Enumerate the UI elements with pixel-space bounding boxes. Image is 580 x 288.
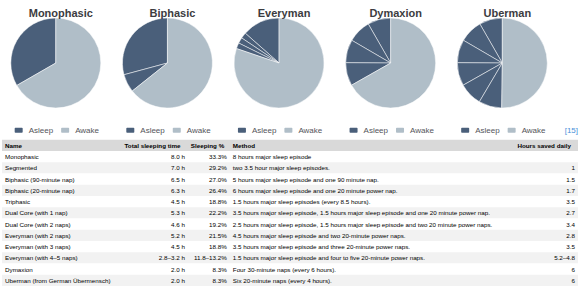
svg-text:Biphasic (20-minute nap): Biphasic (20-minute nap)	[5, 187, 74, 194]
svg-text:Awake: Awake	[298, 126, 322, 135]
svg-text:6.3 h: 6.3 h	[171, 187, 185, 194]
svg-text:Method: Method	[233, 142, 255, 149]
svg-text:Dymaxion: Dymaxion	[5, 266, 33, 273]
svg-text:7.0 h: 7.0 h	[171, 164, 185, 171]
svg-text:4.5 h: 4.5 h	[171, 198, 185, 205]
svg-text:Everyman: Everyman	[258, 7, 311, 19]
svg-text:1.5 hours major sleep episodes: 1.5 hours major sleep episodes (every 8.…	[233, 198, 371, 205]
svg-text:8.3%: 8.3%	[213, 277, 228, 284]
svg-text:Uberman (from German Übermensc: Uberman (from German Übermensch)	[5, 277, 111, 284]
svg-text:Hours saved daily: Hours saved daily	[517, 142, 571, 149]
svg-text:1.5 hours major sleep episode: 1.5 hours major sleep episode and four t…	[233, 254, 425, 261]
svg-text:2.7: 2.7	[566, 209, 575, 216]
svg-text:2.5 hours major sleep episode,: 2.5 hours major sleep episode, 1.5 hours…	[233, 221, 493, 228]
svg-text:22.2%: 22.2%	[209, 209, 227, 216]
svg-text:Asleep: Asleep	[29, 126, 54, 135]
svg-text:6: 6	[572, 277, 576, 284]
svg-text:Asleep: Asleep	[140, 126, 165, 135]
svg-text:19.2%: 19.2%	[209, 221, 227, 228]
svg-text:Dual Core (with 2 naps): Dual Core (with 2 naps)	[5, 221, 71, 228]
svg-text:3.5 hours major sleep episode: 3.5 hours major sleep episode and three …	[233, 243, 410, 250]
svg-text:3.5: 3.5	[566, 243, 575, 250]
svg-text:8.0 h: 8.0 h	[171, 153, 185, 160]
svg-text:1.5: 1.5	[566, 176, 575, 183]
svg-text:Biphasic: Biphasic	[150, 7, 196, 19]
svg-text:2.0 h: 2.0 h	[171, 266, 185, 273]
svg-text:Monophasic: Monophasic	[29, 7, 93, 19]
svg-text:3.5 hours major sleep episode,: 3.5 hours major sleep episode, 1.5 hours…	[233, 209, 490, 216]
svg-text:29.2%: 29.2%	[209, 164, 227, 171]
svg-text:Asleep: Asleep	[364, 126, 389, 135]
svg-text:Name: Name	[5, 142, 23, 149]
svg-text:Total sleeping time: Total sleeping time	[124, 142, 181, 149]
svg-text:33.3%: 33.3%	[209, 153, 227, 160]
svg-text:8 hours major sleep episode: 8 hours major sleep episode	[233, 153, 312, 160]
svg-text:21.5%: 21.5%	[209, 232, 227, 239]
svg-text:4.5 h: 4.5 h	[171, 243, 185, 250]
svg-text:1: 1	[572, 164, 576, 171]
svg-text:Monophasic: Monophasic	[5, 153, 39, 160]
svg-text:11.8–13.2%: 11.8–13.2%	[194, 254, 227, 261]
svg-text:5.2–4.8: 5.2–4.8	[554, 254, 575, 261]
svg-text:3.4: 3.4	[566, 221, 575, 228]
svg-text:6: 6	[572, 266, 576, 273]
svg-text:2.8: 2.8	[566, 232, 575, 239]
svg-text:Awake: Awake	[75, 126, 99, 135]
svg-text:18.8%: 18.8%	[209, 198, 227, 205]
svg-text:Six 20-minute naps (every 4 ho: Six 20-minute naps (every 4 hours).	[233, 277, 332, 284]
svg-text:5.2 h: 5.2 h	[171, 232, 185, 239]
svg-text:5 hours major sleep episode an: 5 hours major sleep episode and one 90 m…	[233, 176, 379, 183]
svg-text:Biphasic (90-minute nap): Biphasic (90-minute nap)	[5, 176, 74, 183]
svg-text:2.8–3.2 h: 2.8–3.2 h	[159, 254, 186, 261]
svg-text:18.8%: 18.8%	[209, 243, 227, 250]
svg-text:[15]: [15]	[565, 126, 578, 135]
svg-text:3.5: 3.5	[566, 198, 575, 205]
svg-text:Awake: Awake	[187, 126, 211, 135]
svg-text:Everyman (with 3 naps): Everyman (with 3 naps)	[5, 243, 71, 250]
svg-text:4.5 hours major sleep episode: 4.5 hours major sleep episode and two 20…	[233, 232, 406, 239]
svg-text:Uberman: Uberman	[483, 7, 531, 19]
svg-text:5.3 h: 5.3 h	[171, 209, 185, 216]
svg-text:Triphasic: Triphasic	[5, 198, 30, 205]
svg-text:26.4%: 26.4%	[209, 187, 227, 194]
svg-text:Everyman (with 4–5 naps): Everyman (with 4–5 naps)	[5, 254, 78, 261]
svg-text:Everyman (with 2 naps): Everyman (with 2 naps)	[5, 232, 71, 239]
svg-text:1.7: 1.7	[566, 187, 575, 194]
svg-text:Dymaxion: Dymaxion	[369, 7, 422, 19]
svg-text:Sleeping %: Sleeping %	[191, 142, 225, 149]
svg-text:2.0 h: 2.0 h	[171, 277, 185, 284]
svg-text:Awake: Awake	[522, 126, 546, 135]
svg-text:Asleep: Asleep	[252, 126, 277, 135]
svg-text:4.6 h: 4.6 h	[171, 221, 185, 228]
svg-text:Dual Core (with 1 nap): Dual Core (with 1 nap)	[5, 209, 68, 216]
svg-text:two 3.5 hour major sleep episo: two 3.5 hour major sleep episodes.	[233, 164, 330, 171]
svg-text:27.0%: 27.0%	[209, 176, 227, 183]
svg-text:6 hours major sleep episode an: 6 hours major sleep episode and one 20 m…	[233, 187, 398, 194]
svg-text:Segmented: Segmented	[5, 164, 37, 171]
svg-text:Awake: Awake	[410, 126, 434, 135]
svg-text:8.3%: 8.3%	[213, 266, 228, 273]
svg-text:6.5 h: 6.5 h	[171, 176, 185, 183]
svg-text:Four 30-minute naps (every 6 h: Four 30-minute naps (every 6 hours).	[233, 266, 336, 273]
svg-text:Asleep: Asleep	[475, 126, 500, 135]
